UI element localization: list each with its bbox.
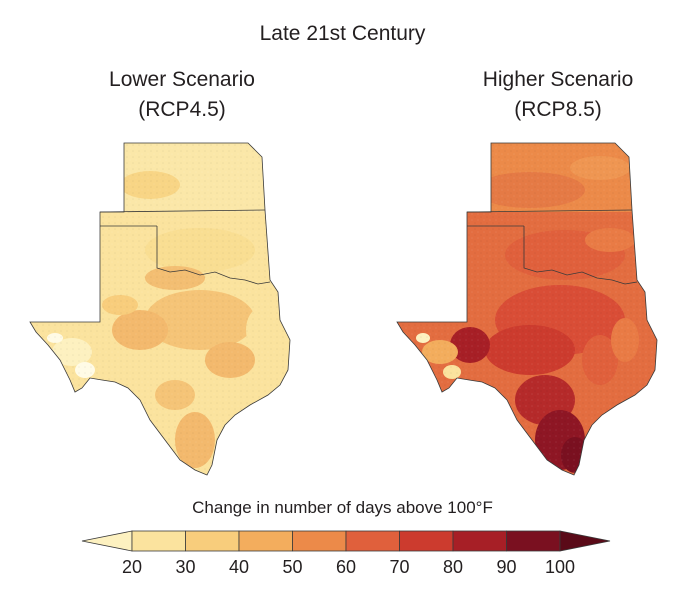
legend-bin — [506, 530, 561, 552]
legend-bin — [238, 530, 293, 552]
left-panel-title: Lower Scenario (RCP4.5) — [52, 65, 312, 125]
legend-tick-label: 60 — [336, 557, 356, 577]
left-panel-scenario: Lower Scenario — [109, 68, 255, 91]
legend-bin — [345, 530, 400, 552]
right-panel-rcp: (RCP8.5) — [514, 98, 602, 121]
legend-bin — [399, 530, 454, 552]
right-panel-scenario: Higher Scenario — [482, 68, 634, 91]
legend-bin — [131, 530, 186, 552]
right-panel-title: Higher Scenario (RCP8.5) — [428, 65, 685, 125]
legend-bin — [452, 530, 507, 552]
legend-tick-label: 20 — [122, 557, 142, 577]
legend-bin — [292, 530, 347, 552]
legend-tick-label: 90 — [496, 557, 516, 577]
left-panel-rcp: (RCP4.5) — [138, 98, 226, 121]
legend-tick-label: 50 — [282, 557, 302, 577]
legend-bin — [185, 530, 240, 552]
legend-tick-label: 30 — [175, 557, 195, 577]
legend-bins — [81, 530, 611, 552]
legend-tick-label: 70 — [389, 557, 409, 577]
legend-bin-low-arrow — [81, 530, 133, 552]
legend-ticks: 20 30 40 50 60 70 80 90 100 — [122, 557, 575, 577]
legend-title: Change in number of days above 100°F — [192, 498, 493, 517]
legend-bin-high-arrow — [559, 530, 611, 552]
legend-tick-label: 100 — [545, 557, 575, 577]
legend-tick-label: 40 — [229, 557, 249, 577]
legend-tick-label: 80 — [443, 557, 463, 577]
figure-title: Late 21st Century — [259, 22, 426, 45]
